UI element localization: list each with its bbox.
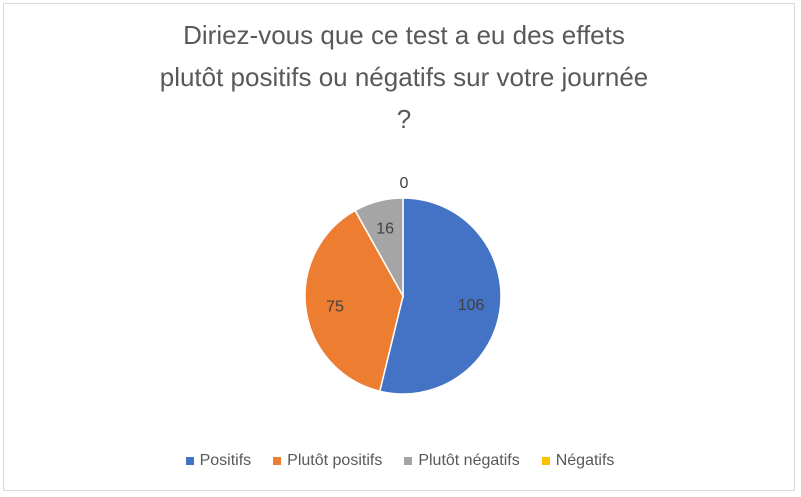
legend-item-positifs: Positifs bbox=[185, 452, 252, 470]
legend-swatch-plutot-positifs bbox=[273, 457, 282, 465]
chart-title-line-1: Diriez-vous que ce test a eu des effets bbox=[183, 20, 625, 50]
chart-title-line-3: ? bbox=[396, 104, 412, 134]
chart-legend: Positifs Plutôt positifs Plutôt négatifs… bbox=[4, 452, 796, 470]
legend-item-negatifs: Négatifs bbox=[541, 452, 615, 470]
legend-item-plutot-negatifs: Plutôt négatifs bbox=[404, 452, 520, 470]
data-label-positifs: 106 bbox=[458, 297, 485, 314]
legend-label-plutot-negatifs: Plutôt négatifs bbox=[418, 452, 520, 469]
chart-area: Diriez-vous que ce test a eu des effets … bbox=[3, 3, 795, 491]
pie-slice-positifs bbox=[378, 197, 502, 395]
data-label-plutot-negatifs: 16 bbox=[376, 221, 394, 238]
pie-chart: 106 75 16 0 bbox=[304, 175, 502, 395]
legend-swatch-plutot-negatifs bbox=[404, 457, 413, 465]
legend-label-negatifs: Négatifs bbox=[555, 452, 615, 469]
legend-swatch-negatifs bbox=[541, 457, 550, 465]
pie-slice-plutot-negatifs bbox=[354, 197, 404, 299]
chart-title: Diriez-vous que ce test a eu des effets … bbox=[94, 14, 714, 140]
legend-label-plutot-positifs: Plutôt positifs bbox=[287, 452, 383, 469]
data-label-plutot-positifs: 75 bbox=[326, 298, 344, 315]
chart-title-line-2: plutôt positifs ou négatifs sur votre jo… bbox=[159, 62, 649, 92]
data-label-negatifs: 0 bbox=[400, 175, 409, 192]
legend-item-plutot-positifs: Plutôt positifs bbox=[273, 452, 382, 470]
legend-swatch-positifs bbox=[185, 457, 194, 465]
pie-slice-plutot-positifs bbox=[304, 209, 404, 393]
legend-label-positifs: Positifs bbox=[199, 452, 252, 469]
